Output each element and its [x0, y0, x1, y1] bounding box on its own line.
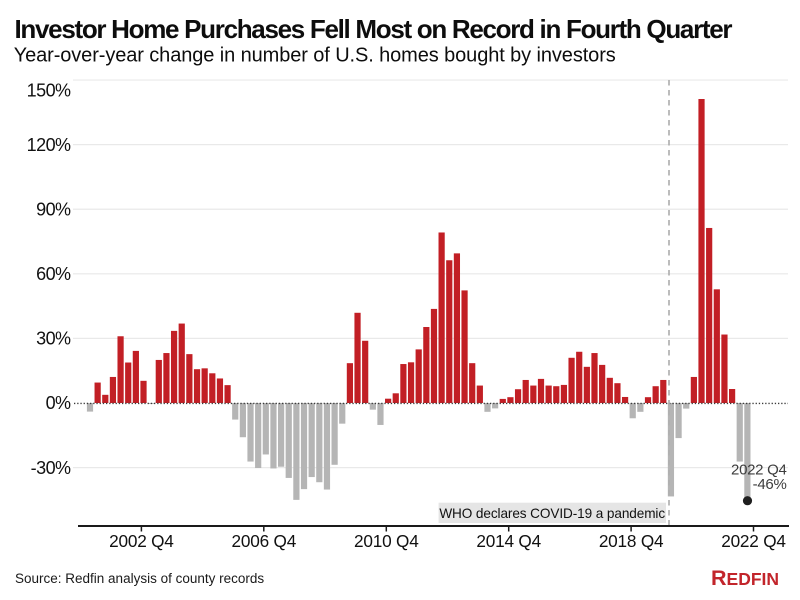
svg-text:90%: 90%	[36, 199, 71, 219]
svg-text:2014 Q4: 2014 Q4	[476, 531, 541, 551]
svg-text:120%: 120%	[27, 135, 71, 155]
svg-text:30%: 30%	[36, 329, 71, 349]
svg-text:2010 Q4: 2010 Q4	[354, 531, 419, 551]
svg-text:Investor Home Purchases Fell M: Investor Home Purchases Fell Most on Rec…	[15, 14, 733, 44]
svg-text:-46%: -46%	[753, 476, 787, 493]
svg-text:2002 Q4: 2002 Q4	[109, 531, 174, 551]
svg-text:2018 Q4: 2018 Q4	[599, 531, 664, 551]
svg-text:2022 Q4: 2022 Q4	[731, 462, 786, 479]
svg-text:150%: 150%	[27, 81, 71, 101]
svg-text:2006 Q4: 2006 Q4	[232, 531, 297, 551]
svg-text:Source: Redfin analysis of cou: Source: Redfin analysis of county record…	[15, 571, 264, 586]
svg-text:REDFIN: REDFIN	[711, 566, 779, 590]
svg-text:60%: 60%	[36, 264, 71, 284]
svg-text:2022 Q4: 2022 Q4	[721, 531, 786, 551]
svg-text:-30%: -30%	[31, 458, 71, 478]
svg-text:Year-over-year change in numbe: Year-over-year change in number of U.S. …	[14, 45, 616, 67]
svg-text:0%: 0%	[46, 393, 71, 413]
svg-text:WHO declares COVID-19 a pandem: WHO declares COVID-19 a pandemic	[439, 506, 665, 521]
